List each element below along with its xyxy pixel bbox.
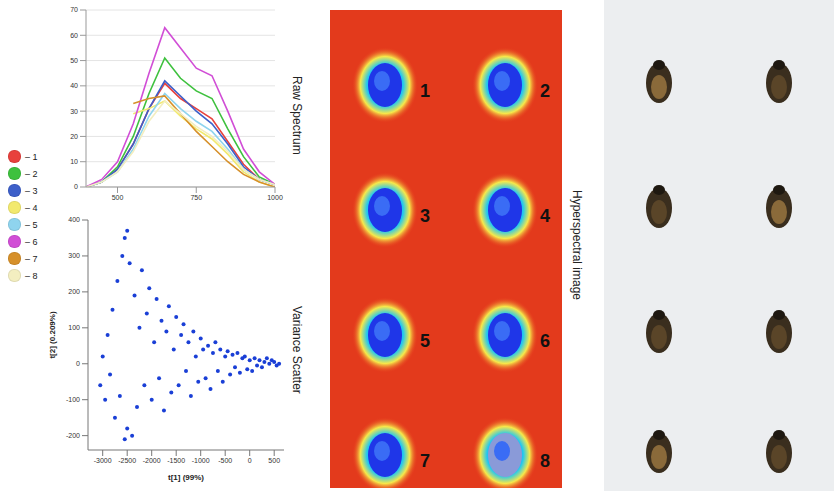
svg-text:0: 0 bbox=[74, 183, 78, 190]
html-text:– 7: – 7 bbox=[25, 253, 38, 264]
html-text:– 4: – 4 bbox=[25, 202, 38, 213]
svg-text:2: 2 bbox=[540, 81, 550, 101]
svg-text:30: 30 bbox=[70, 108, 78, 115]
svg-text:1: 1 bbox=[420, 81, 430, 101]
svg-text:300: 300 bbox=[68, 252, 80, 259]
svg-text:200: 200 bbox=[68, 288, 80, 295]
svg-text:-200: -200 bbox=[66, 432, 80, 439]
svg-text:3: 3 bbox=[420, 206, 430, 226]
svg-text:70: 70 bbox=[70, 6, 78, 13]
svg-text:t[1] (99%): t[1] (99%) bbox=[168, 473, 204, 482]
html-text:Hyperspectral image: Hyperspectral image bbox=[570, 190, 584, 300]
svg-text:500: 500 bbox=[112, 194, 124, 201]
svg-text:20: 20 bbox=[70, 133, 78, 140]
svg-text:5: 5 bbox=[420, 331, 430, 351]
svg-text:t[2] (0.209%): t[2] (0.209%) bbox=[48, 311, 57, 358]
svg-text:60: 60 bbox=[70, 32, 78, 39]
svg-text:100: 100 bbox=[68, 324, 80, 331]
html-text:– 2: – 2 bbox=[25, 168, 38, 179]
svg-text:0: 0 bbox=[248, 457, 252, 464]
html-text:– 3: – 3 bbox=[25, 185, 38, 196]
svg-text:-2000: -2000 bbox=[143, 457, 161, 464]
svg-text:0: 0 bbox=[76, 360, 80, 367]
html-text:Raw Spectrum: Raw Spectrum bbox=[290, 75, 304, 155]
svg-text:400: 400 bbox=[68, 216, 80, 223]
html-text:– 1: – 1 bbox=[25, 151, 38, 162]
svg-text:750: 750 bbox=[190, 194, 202, 201]
html-text:– 6: – 6 bbox=[25, 236, 38, 247]
svg-text:-100: -100 bbox=[66, 396, 80, 403]
svg-text:-2500: -2500 bbox=[118, 457, 136, 464]
svg-text:10: 10 bbox=[70, 158, 78, 165]
svg-text:-1500: -1500 bbox=[167, 457, 185, 464]
svg-text:-500: -500 bbox=[218, 457, 232, 464]
svg-text:-3000: -3000 bbox=[94, 457, 112, 464]
svg-text:6: 6 bbox=[540, 331, 550, 351]
svg-text:4: 4 bbox=[540, 206, 550, 226]
svg-text:8: 8 bbox=[540, 451, 550, 471]
svg-text:7: 7 bbox=[420, 451, 430, 471]
svg-text:-1000: -1000 bbox=[192, 457, 210, 464]
svg-text:50: 50 bbox=[70, 57, 78, 64]
html-text:– 8: – 8 bbox=[25, 270, 38, 281]
svg-text:40: 40 bbox=[70, 82, 78, 89]
svg-text:500: 500 bbox=[268, 457, 280, 464]
html-text:– 5: – 5 bbox=[25, 219, 38, 230]
html-text:Variance Scatter: Variance Scatter bbox=[290, 306, 304, 394]
svg-text:1000: 1000 bbox=[267, 194, 283, 201]
